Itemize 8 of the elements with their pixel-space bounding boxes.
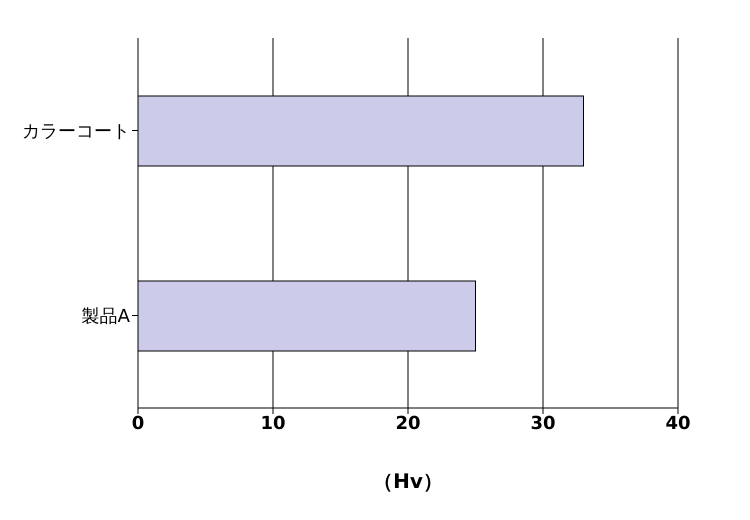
x-tick-label: 0 xyxy=(132,412,144,434)
x-tick-label: 40 xyxy=(665,412,691,434)
x-axis-title: （Hv） xyxy=(373,469,443,493)
y-tick-label: 製品A xyxy=(82,306,131,327)
y-tick-label: カラーコート xyxy=(22,120,130,142)
x-tick-label: 30 xyxy=(530,412,556,434)
x-tick-label: 20 xyxy=(395,412,421,434)
x-tick-label: 10 xyxy=(260,412,286,434)
